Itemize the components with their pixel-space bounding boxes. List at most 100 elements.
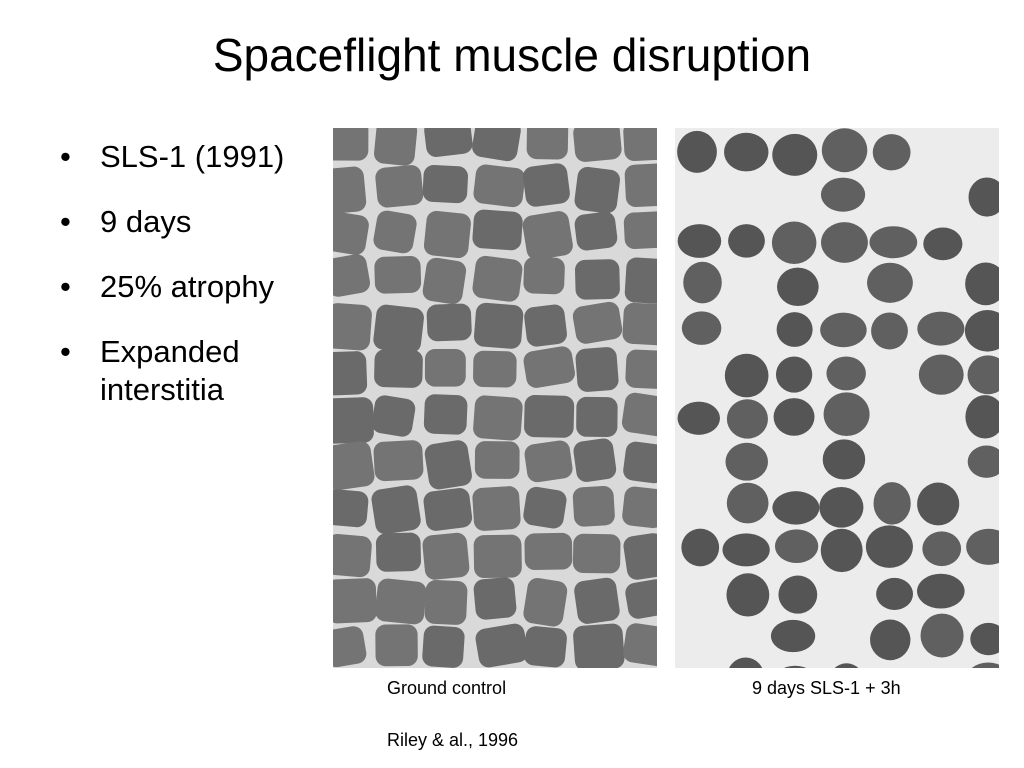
tissue [823, 392, 870, 437]
tissue [917, 311, 965, 346]
tissue [822, 439, 866, 480]
micrograph-flight [675, 128, 999, 668]
tissue [871, 312, 908, 350]
tissue [574, 577, 620, 624]
tissue [865, 525, 913, 568]
tissue [621, 392, 657, 437]
tissue [726, 399, 768, 439]
tissue [623, 128, 657, 162]
tissue [426, 303, 472, 342]
citation: Riley & al., 1996 [387, 730, 519, 750]
bullet-list: SLS-1 (1991) 9 days 25% atrophy Expanded… [58, 138, 308, 436]
tissue [524, 440, 573, 483]
tissue [965, 262, 999, 306]
tissue [917, 573, 965, 609]
tissue [821, 128, 868, 173]
tissue [622, 302, 657, 346]
tissue [724, 353, 769, 398]
tissue [423, 488, 473, 531]
tissue [423, 394, 468, 435]
tissue [422, 532, 470, 580]
tissue [474, 441, 520, 479]
tissue [728, 224, 765, 258]
tissue [373, 440, 424, 482]
tissue [574, 166, 621, 214]
tissue [524, 304, 567, 347]
tissue [424, 440, 472, 490]
tissue [867, 262, 913, 303]
slide-title: Spaceflight muscle disruption [212, 29, 812, 81]
tissue [776, 312, 813, 347]
tissue [371, 485, 421, 535]
tissue [375, 165, 424, 208]
tissue [681, 528, 720, 567]
tissue [965, 395, 999, 439]
tissue [725, 442, 769, 481]
tissue [966, 528, 999, 565]
tissue [575, 347, 619, 392]
bullet: SLS-1 (1991) [58, 138, 308, 176]
caption: 9 days SLS-1 + 3h [752, 678, 901, 698]
micrograph-control [333, 128, 657, 668]
tissue [726, 573, 770, 617]
tissue [333, 397, 374, 444]
tissue [677, 224, 722, 258]
tissue [681, 311, 722, 345]
tissue [333, 441, 375, 491]
tissue [774, 529, 819, 563]
tissue [623, 441, 657, 484]
tissue [920, 613, 964, 658]
tissue [375, 624, 418, 667]
tissue [726, 482, 769, 524]
tissue [333, 303, 372, 351]
tissue [819, 486, 864, 528]
tissue [522, 211, 573, 260]
tissue [923, 227, 963, 261]
tissue [683, 261, 722, 304]
tissue [526, 128, 569, 160]
tissue [873, 482, 911, 525]
tissue [724, 132, 769, 172]
tissue [473, 395, 523, 441]
tissue [770, 619, 816, 653]
tissue [333, 351, 368, 396]
tissue [424, 579, 468, 625]
tissue [677, 401, 720, 435]
tissue [333, 626, 367, 668]
tissue [784, 665, 807, 668]
tissue [371, 395, 416, 437]
tissue [624, 257, 657, 304]
tissue [473, 302, 524, 349]
tissue [722, 533, 770, 567]
tissue [374, 349, 423, 388]
tissue [677, 130, 717, 173]
tissue [622, 486, 657, 529]
tissue [968, 177, 999, 217]
tissue [624, 163, 657, 208]
tissue [869, 226, 918, 259]
tissue [771, 221, 817, 264]
tissue [424, 128, 473, 157]
tissue [820, 177, 866, 212]
tissue [820, 312, 867, 348]
tissue [422, 625, 465, 668]
tissue [623, 211, 657, 250]
tissue [373, 304, 424, 353]
tissue [772, 491, 820, 525]
tissue [922, 531, 962, 567]
tissue [623, 623, 657, 667]
bullet: 25% atrophy [58, 268, 308, 306]
tissue [918, 354, 964, 395]
tissue [777, 267, 819, 307]
tissue [523, 626, 567, 668]
tissue [333, 166, 367, 214]
tissue [374, 256, 422, 294]
tissue [523, 486, 567, 529]
tissue [572, 533, 621, 574]
tissue [524, 395, 575, 438]
tissue [623, 533, 657, 580]
tissue [967, 445, 999, 478]
tissue [333, 578, 377, 624]
tissue [523, 346, 575, 388]
tissue [729, 657, 763, 668]
